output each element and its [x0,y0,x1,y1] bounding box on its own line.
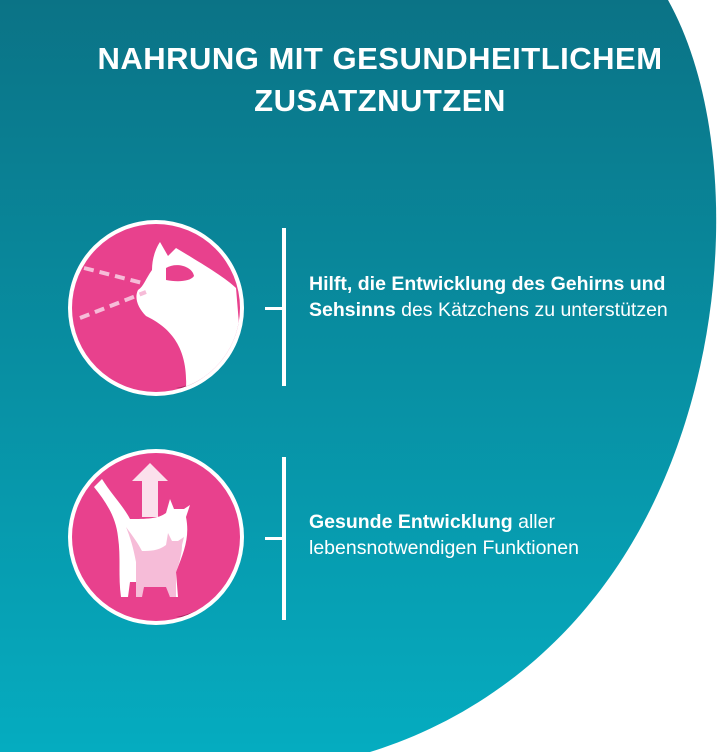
divider-line [282,228,286,386]
divider-tick [265,307,284,310]
divider-tick [265,537,284,540]
kitten-growth-icon [68,449,244,625]
page-title: NAHRUNG MIT GESUNDHEITLICHEM ZUSATZNUTZE… [40,38,720,122]
benefit-text-1: Hilft, die Entwicklung des Gehirns und S… [309,271,709,323]
benefit-bold: Hilft, die Entwicklung des Gehirns und S… [309,273,666,321]
benefit-regular: des Kätzchens zu unterstützen [395,299,668,321]
title-line-2: ZUSATZNUTZEN [254,83,506,118]
title-line-1: NAHRUNG MIT GESUNDHEITLICHEM [97,41,663,76]
benefit-regular: aller lebensnotwendigen Funktionen [309,511,579,559]
cat-eye-brain-icon [68,220,244,396]
benefit-text-2: Gesunde Entwicklung aller lebensnotwendi… [309,509,709,561]
benefit-bold: Gesunde Entwicklung [309,511,513,533]
divider-line [282,457,286,620]
